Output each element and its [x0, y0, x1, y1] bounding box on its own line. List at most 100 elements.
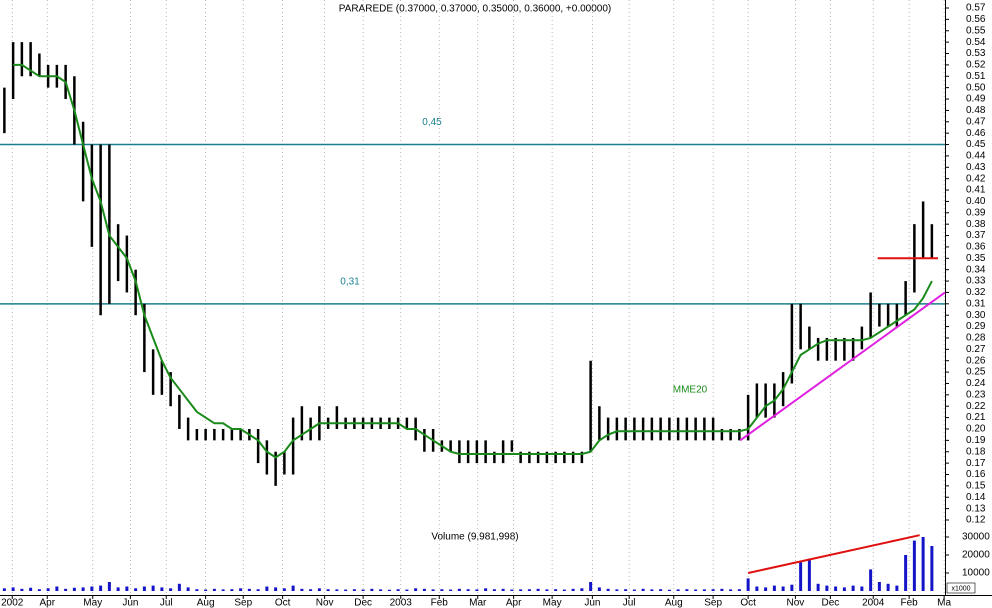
- x-tick-label: May: [543, 598, 562, 608]
- volume-bar: [90, 586, 94, 591]
- y-tick-label: 0.50: [966, 82, 986, 93]
- y-tick-label: 0.13: [966, 503, 986, 514]
- volume-bar: [186, 587, 190, 591]
- volume-tick-label: 20000: [962, 550, 990, 561]
- y-tick-label: 0.28: [966, 333, 986, 344]
- volume-bar: [107, 582, 111, 591]
- y-tick-label: 0.15: [966, 481, 986, 492]
- volume-bar: [64, 588, 68, 591]
- y-tick-label: 0.43: [966, 162, 986, 173]
- y-tick-label: 0.17: [966, 458, 986, 469]
- volume-title: Volume (9,981,998): [431, 532, 518, 543]
- volume-bar: [912, 540, 916, 591]
- y-tick-label: 0.12: [966, 515, 986, 526]
- volume-bar: [545, 589, 549, 591]
- volume-bar: [169, 588, 173, 591]
- x-tick-label: Apr: [39, 598, 55, 608]
- volume-bar: [309, 589, 313, 591]
- volume-bar: [134, 588, 138, 591]
- y-tick-label: 0.54: [966, 37, 986, 48]
- x-tick-label: Nov: [786, 598, 804, 608]
- volume-bar: [116, 587, 120, 591]
- volume-bar: [711, 589, 715, 591]
- x-tick-label: Feb: [431, 598, 449, 608]
- volume-bar: [352, 589, 356, 591]
- volume-bar: [825, 585, 829, 591]
- volume-bar: [764, 587, 768, 591]
- volume-bar: [221, 589, 225, 591]
- volume-bar: [597, 587, 601, 591]
- volume-bar: [877, 582, 881, 591]
- level-label: 0,45: [422, 117, 442, 128]
- x-tick-label: Sep: [704, 598, 722, 608]
- volume-bar: [29, 587, 33, 591]
- volume-bar: [405, 589, 409, 591]
- y-tick-label: 0.25: [966, 367, 986, 378]
- volume-bar: [422, 588, 426, 591]
- volume-bar: [291, 585, 295, 591]
- volume-bar: [449, 589, 453, 591]
- x-tick-label: Jul: [623, 598, 636, 608]
- volume-bar: [20, 588, 24, 591]
- volume-bar: [379, 589, 383, 591]
- volume-tick-label: 10000: [962, 568, 990, 579]
- y-tick-label: 0.39: [966, 207, 986, 218]
- volume-bar: [746, 578, 750, 591]
- volume-bar: [212, 588, 216, 591]
- volume-bar: [624, 589, 628, 591]
- y-tick-label: 0.49: [966, 94, 986, 105]
- y-tick-label: 0.30: [966, 310, 986, 321]
- x-tick-label: Dec: [821, 598, 839, 608]
- ma-label: MME20: [673, 385, 708, 396]
- volume-bar: [615, 589, 619, 591]
- y-tick-label: 0.37: [966, 230, 986, 241]
- volume-bar: [440, 589, 444, 591]
- y-tick-label: 0.26: [966, 355, 986, 366]
- volume-bar: [55, 586, 59, 591]
- volume-bar: [641, 588, 645, 591]
- volume-bar: [125, 586, 129, 591]
- volume-bar: [895, 585, 899, 591]
- volume-bar: [571, 588, 575, 591]
- volume-bar: [475, 589, 479, 591]
- y-tick-label: 0.18: [966, 446, 986, 457]
- volume-bar: [904, 555, 908, 591]
- volume-bar: [396, 589, 400, 591]
- volume-bar: [335, 589, 339, 591]
- y-tick-label: 0.41: [966, 185, 986, 196]
- volume-bar: [466, 589, 470, 591]
- volume-bar: [807, 558, 811, 591]
- volume-bar: [772, 585, 776, 591]
- y-tick-label: 0.55: [966, 25, 986, 36]
- x-tick-label: Aug: [665, 598, 683, 608]
- volume-bar: [99, 585, 103, 591]
- y-tick-label: 0.19: [966, 435, 986, 446]
- y-tick-label: 0.31: [966, 298, 986, 309]
- volume-bar: [527, 589, 531, 591]
- volume-bar: [370, 588, 374, 591]
- y-tick-label: 0.16: [966, 469, 986, 480]
- volume-bar: [737, 589, 741, 591]
- volume-bar: [676, 589, 680, 591]
- x-tick-label: Mar: [469, 598, 487, 608]
- volume-bar: [921, 537, 925, 591]
- y-tick-label: 0.38: [966, 219, 986, 230]
- y-tick-label: 0.40: [966, 196, 986, 207]
- y-tick-label: 0.53: [966, 48, 986, 59]
- volume-bar: [632, 589, 636, 591]
- x-tick-label: Jun: [584, 598, 600, 608]
- volume-bar: [869, 569, 873, 591]
- volume-bar: [230, 589, 234, 591]
- volume-bar: [667, 589, 671, 591]
- y-tick-label: 0.51: [966, 71, 986, 82]
- volume-bar: [790, 584, 794, 591]
- y-tick-label: 0.32: [966, 287, 986, 298]
- volume-bar: [562, 589, 566, 591]
- x-tick-label: Jul: [160, 598, 173, 608]
- volume-bar: [580, 588, 584, 591]
- volume-bar: [781, 586, 785, 591]
- volume-bar: [536, 588, 540, 591]
- y-tick-label: 0.35: [966, 253, 986, 264]
- volume-bar: [886, 583, 890, 591]
- y-tick-label: 0.47: [966, 116, 986, 127]
